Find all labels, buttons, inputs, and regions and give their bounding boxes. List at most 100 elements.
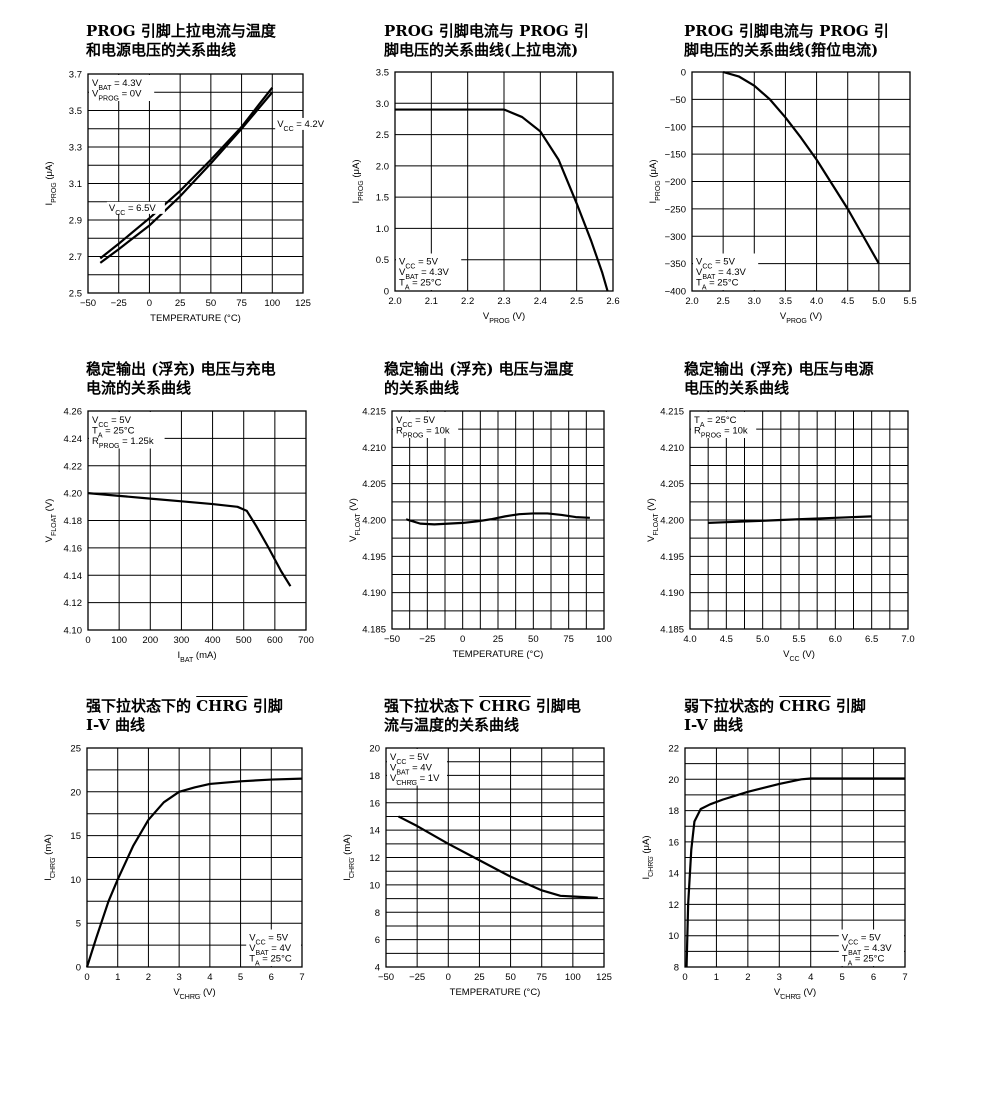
curve-label-bg <box>106 201 165 214</box>
condition-text: TA = 25°C <box>842 954 885 968</box>
chart-title-line: 电流的关系曲线 <box>86 379 192 397</box>
condition-text: RPROG = 10k <box>694 426 748 440</box>
x-tick-label: 50 <box>206 298 217 309</box>
x-tick-label: 4.0 <box>810 296 823 307</box>
x-tick-label: 200 <box>142 635 158 646</box>
y-tick-label: 4.215 <box>362 407 386 418</box>
x-tick-label: 5.0 <box>756 634 769 645</box>
x-tick-label: 25 <box>474 972 485 983</box>
y-tick-label: 4.24 <box>64 434 83 445</box>
x-tick-label: −50 <box>378 972 394 983</box>
x-tick-label: 300 <box>173 635 189 646</box>
y-tick-label: −150 <box>665 150 686 161</box>
plot-frame <box>391 410 605 630</box>
y-tick-label: 4.205 <box>362 479 386 490</box>
x-axis-label: TEMPERATURE (°C) <box>150 313 241 324</box>
x-tick-label: 400 <box>205 635 221 646</box>
y-tick-label: 0 <box>384 287 389 298</box>
x-tick-label: 100 <box>596 634 612 645</box>
chart-title: 强下拉状态下的 CHRG 引脚 I-V 曲线 <box>86 697 396 735</box>
x-tick-label: 2.5 <box>717 296 730 307</box>
y-tick-label: 15 <box>70 831 81 842</box>
x-axis-label: VCHRG (V) <box>173 987 215 1001</box>
x-tick-label: 25 <box>175 298 186 309</box>
x-axis-label: VCC (V) <box>783 649 815 663</box>
y-tick-label: 4.18 <box>64 516 83 527</box>
curve-label: VCC = 4.2V <box>277 119 325 133</box>
conditions-box <box>396 253 462 290</box>
y-axis-label: VFLOAT (V) <box>646 498 660 542</box>
chart-svg: −50 −25 0 25 50 75 100 125 4 6 8 10 12 14 16 18 20 TEMPER… <box>342 744 612 999</box>
y-tick-label: 1.5 <box>376 193 389 204</box>
x-tick-label: 0 <box>85 635 90 646</box>
condition-text: VBAT = 4.3V <box>92 78 142 92</box>
y-tick-label: 16 <box>369 798 380 809</box>
condition-text: VPROG = 0V <box>92 89 142 103</box>
y-axis-label: VFLOAT (V) <box>44 499 58 543</box>
conditions-box <box>89 75 155 101</box>
plot-frame <box>385 747 605 968</box>
conditions-box <box>691 412 757 438</box>
y-tick-label: 2.0 <box>376 161 389 172</box>
chart-panel: 稳定输出 (浮充) 电压与温度 的关系曲线 −50 −25 0 25 50 75 100 4.18… <box>340 360 650 690</box>
y-tick-label: 4.210 <box>660 443 684 454</box>
x-tick-label: 100 <box>111 635 127 646</box>
x-tick-label: 700 <box>298 635 314 646</box>
chart-svg: 0 100 200 300 400 500 600 700 4.10 4.12 4.14 4.16 4.… <box>44 407 314 664</box>
plot-frame <box>394 71 614 292</box>
chart-title: 稳定输出 (浮充) 电压与电源 电压的关系曲线 <box>684 360 991 398</box>
x-tick-label: 5 <box>839 972 844 983</box>
chart-panel: 稳定输出 (浮充) 电压与充电 电流的关系曲线 0 100 200 300 400 500 60… <box>40 360 350 690</box>
chart-title: PROG 引脚上拉电流与温度 和电源电压的关系曲线 <box>86 22 396 60</box>
condition-text: VCC = 5V <box>396 415 436 429</box>
x-tick-label: 2.6 <box>606 296 619 307</box>
y-tick-label: 3.3 <box>69 143 82 154</box>
y-tick-label: −100 <box>665 122 686 133</box>
chart-title: PROG 引脚电流与 PROG 引脚电压的关系曲线(箝位电流) <box>684 22 991 60</box>
y-tick-label: 10 <box>668 931 679 942</box>
series-line <box>685 777 905 968</box>
condition-text: VBAT = 4.3V <box>696 267 746 281</box>
x-tick-label: 5.5 <box>792 634 805 645</box>
y-tick-label: 4.190 <box>362 588 386 599</box>
y-tick-label: 22 <box>668 744 679 755</box>
chart-title-line: 脚电压的关系曲线(箝位电流) <box>684 41 879 59</box>
condition-text: VCC = 5V <box>696 257 736 271</box>
condition-text: VBAT = 4.3V <box>842 943 892 957</box>
y-tick-label: 10 <box>70 875 81 886</box>
x-tick-label: 4 <box>207 972 212 983</box>
y-tick-label: −250 <box>665 204 686 215</box>
y-tick-label: 4.16 <box>64 543 83 554</box>
x-tick-label: 4.5 <box>720 634 733 645</box>
y-tick-label: 4.10 <box>64 626 83 637</box>
conditions-box <box>387 749 447 786</box>
chart-panel: 弱下拉状态的 CHRG 引脚 I-V 曲线 0 1 2 3 4 5 6 7 8 10 12 14 16 18 2… <box>640 697 950 1027</box>
chart-title-line: PROG 引脚电流与 PROG 引 <box>684 22 889 40</box>
x-tick-label: 75 <box>563 634 574 645</box>
chart-title: PROG 引脚电流与 PROG 引脚电压的关系曲线(上拉电流) <box>384 22 694 60</box>
x-tick-label: 1 <box>115 972 120 983</box>
x-axis-label: IBAT (mA) <box>178 650 217 664</box>
condition-text: TA = 25°C <box>92 426 135 440</box>
x-tick-label: 2 <box>745 972 750 983</box>
x-tick-label: 6.0 <box>829 634 842 645</box>
condition-text: VCC = 5V <box>842 933 882 947</box>
y-tick-label: −300 <box>665 232 686 243</box>
x-tick-label: 0 <box>84 972 89 983</box>
condition-text: TA = 25°C <box>696 278 739 292</box>
y-tick-label: 4.205 <box>660 479 684 490</box>
y-tick-label: 20 <box>369 744 380 755</box>
y-tick-label: 14 <box>369 826 380 837</box>
x-tick-label: 6 <box>269 972 274 983</box>
x-tick-label: 50 <box>505 972 516 983</box>
x-tick-label: 7 <box>299 972 304 983</box>
x-tick-label: 6 <box>871 972 876 983</box>
y-tick-label: 3.5 <box>376 68 389 79</box>
x-axis-label: TEMPERATURE (°C) <box>450 987 541 998</box>
y-tick-label: 14 <box>668 869 679 880</box>
y-tick-label: 10 <box>369 880 380 891</box>
chart-panel: 强下拉状态下 CHRG 引脚电 流与温度的关系曲线 −50 −25 0 25 50 75 100… <box>340 697 650 1027</box>
y-tick-label: 4.14 <box>64 571 83 582</box>
y-tick-label: −400 <box>665 287 686 298</box>
x-tick-label: 4.0 <box>683 634 696 645</box>
